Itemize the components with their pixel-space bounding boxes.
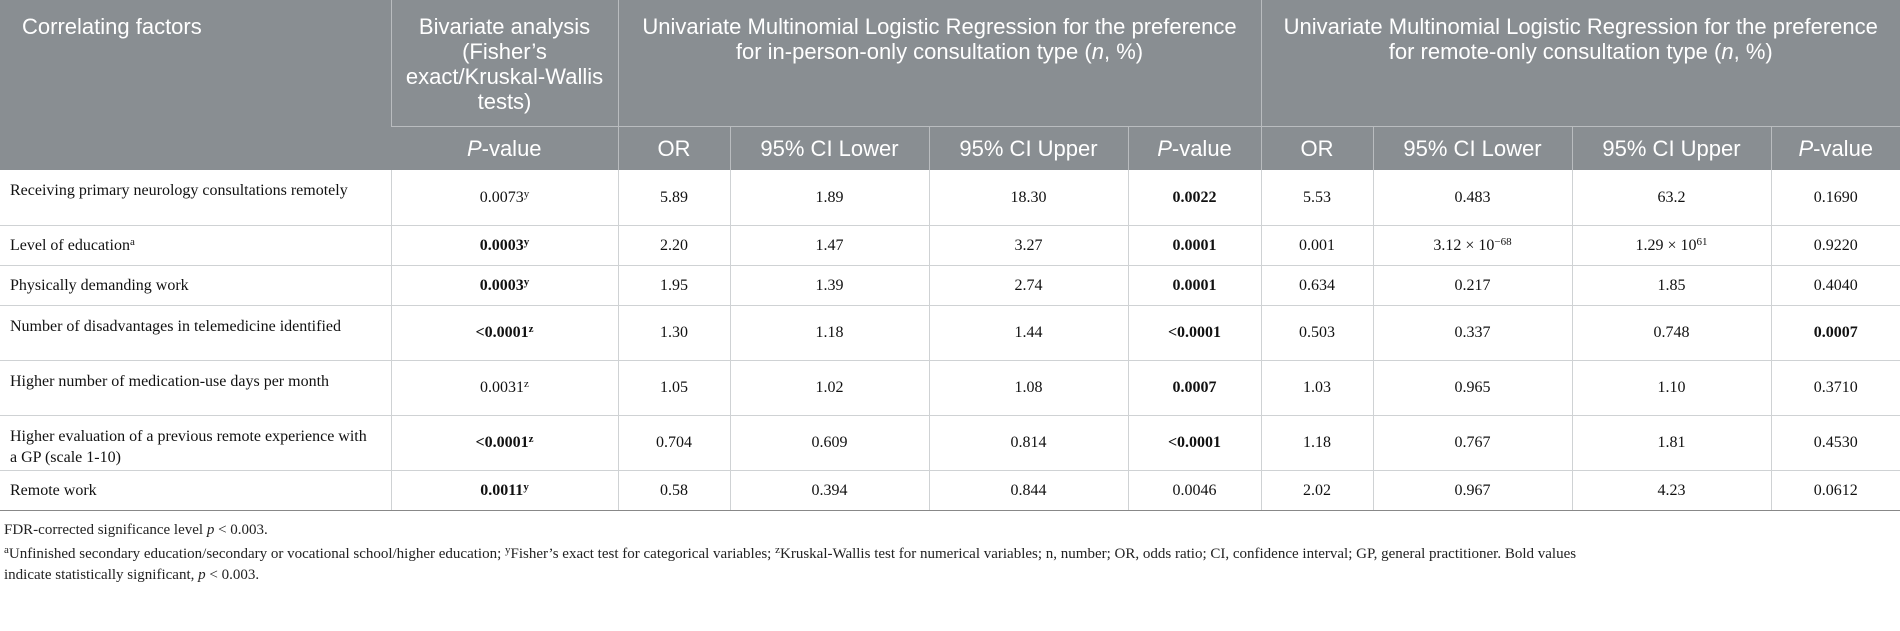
or-cell: 1.95	[617, 265, 730, 306]
or-cell: 1.30	[617, 305, 730, 361]
table-row: Number of disadvantages in telemedicine …	[0, 305, 1900, 361]
or-cell: 0.704	[617, 415, 730, 471]
subheader-or-1: OR	[617, 125, 730, 170]
p-value-cell: 0.0046	[1127, 470, 1261, 511]
ci-upper-cell: 0.814	[928, 415, 1128, 471]
table-footnotes: FDR-corrected significance level p < 0.0…	[0, 520, 1900, 586]
bivariate-p-cell: <0.0001z	[390, 415, 618, 471]
subheader-ci-upper-1: 95% CI Upper	[928, 125, 1128, 170]
ci-lower-cell: 1.02	[729, 360, 929, 416]
or-cell: 0.634	[1260, 265, 1373, 306]
bivariate-p-cell: 0.0003y	[390, 225, 618, 266]
ci-upper-cell: 18.30	[928, 170, 1128, 226]
ci-upper-cell: 2.74	[928, 265, 1128, 306]
factor-cell: Physically demanding work	[0, 265, 391, 306]
p-value-cell: 0.0001	[1127, 265, 1261, 306]
p-value-cell: 0.4040	[1770, 265, 1900, 306]
p-value-cell: 0.0612	[1770, 470, 1900, 511]
subheader-ci-lower-2: 95% CI Lower	[1372, 125, 1572, 170]
p-value-cell: 0.0007	[1770, 305, 1900, 361]
factor-cell: Number of disadvantages in telemedicine …	[0, 305, 391, 361]
table-row: Remote work 0.0011y 0.58 0.394 0.844 0.0…	[0, 470, 1900, 511]
bivariate-p-cell: 0.0011y	[390, 470, 618, 511]
or-cell: 0.58	[617, 470, 730, 511]
subheader-p-value-1: P-value	[1127, 125, 1261, 170]
ci-upper-cell: 1.44	[928, 305, 1128, 361]
factor-cell: Level of educationa	[0, 225, 391, 266]
header-remote-regression: Univariate Multinomial Logistic Regressi…	[1260, 0, 1900, 126]
bivariate-p-cell: 0.0031z	[390, 360, 618, 416]
or-cell: 1.18	[1260, 415, 1373, 471]
ci-upper-cell: 3.27	[928, 225, 1128, 266]
p-value-cell: <0.0001	[1127, 415, 1261, 471]
p-value-cell: 0.0022	[1127, 170, 1261, 226]
table-row: Level of educationa 0.0003y 2.20 1.47 3.…	[0, 225, 1900, 266]
ci-upper-cell: 1.81	[1571, 415, 1771, 471]
ci-lower-cell: 0.483	[1372, 170, 1572, 226]
p-value-cell: <0.0001	[1127, 305, 1261, 361]
ci-lower-cell: 0.217	[1372, 265, 1572, 306]
subheader-or-2: OR	[1260, 125, 1373, 170]
or-cell: 2.02	[1260, 470, 1373, 511]
table-row: Physically demanding work 0.0003y 1.95 1…	[0, 265, 1900, 306]
ci-lower-cell: 0.767	[1372, 415, 1572, 471]
ci-lower-cell: 0.609	[729, 415, 929, 471]
factor-cell: Higher evaluation of a previous remote e…	[0, 415, 391, 471]
ci-upper-cell: 1.10	[1571, 360, 1771, 416]
bivariate-p-cell: 0.0073y	[390, 170, 618, 226]
or-cell: 5.89	[617, 170, 730, 226]
or-cell: 0.001	[1260, 225, 1373, 266]
ci-lower-cell: 3.12 × 10−68	[1372, 225, 1572, 266]
header-in-person-regression: Univariate Multinomial Logistic Regressi…	[617, 0, 1261, 126]
ci-upper-cell: 0.844	[928, 470, 1128, 511]
subheader-p-value-2: P-value	[1770, 125, 1900, 170]
factor-cell: Higher number of medication-use days per…	[0, 360, 391, 416]
subheader-ci-upper-2: 95% CI Upper	[1571, 125, 1771, 170]
table-row: Higher number of medication-use days per…	[0, 360, 1900, 416]
ci-lower-cell: 1.89	[729, 170, 929, 226]
p-value-cell: 0.0007	[1127, 360, 1261, 416]
footnote-bold-values: indicate statistically significant, p < …	[4, 566, 260, 583]
results-table: Correlating factors Bivariate analysis (…	[0, 0, 1900, 511]
ci-upper-cell: 0.748	[1571, 305, 1771, 361]
ci-upper-cell: 1.29 × 1061	[1571, 225, 1771, 266]
header-bivariate-analysis: Bivariate analysis (Fisher’s exact/Krusk…	[390, 0, 618, 126]
or-cell: 0.503	[1260, 305, 1373, 361]
ci-lower-cell: 0.337	[1372, 305, 1572, 361]
ci-lower-cell: 0.394	[729, 470, 929, 511]
table-row: Higher evaluation of a previous remote e…	[0, 415, 1900, 471]
subheader-bivariate-p-value: P-value	[391, 125, 618, 170]
or-cell: 1.03	[1260, 360, 1373, 416]
p-value-cell: 0.3710	[1770, 360, 1900, 416]
bivariate-p-cell: <0.0001z	[390, 305, 618, 361]
footnote-abbreviations: aUnfinished secondary education/secondar…	[4, 543, 1577, 562]
footnote-significance: FDR-corrected significance level p < 0.0…	[4, 521, 268, 538]
ci-lower-cell: 1.18	[729, 305, 929, 361]
p-value-cell: 0.0001	[1127, 225, 1261, 266]
subheader-ci-lower-1: 95% CI Lower	[729, 125, 929, 170]
p-value-cell: 0.4530	[1770, 415, 1900, 471]
ci-upper-cell: 63.2	[1571, 170, 1771, 226]
bivariate-p-cell: 0.0003y	[390, 265, 618, 306]
ci-upper-cell: 1.08	[928, 360, 1128, 416]
table-row: Receiving primary neurology consultation…	[0, 170, 1900, 226]
factor-cell: Receiving primary neurology consultation…	[0, 170, 391, 226]
factor-cell: Remote work	[0, 470, 391, 511]
ci-upper-cell: 4.23	[1571, 470, 1771, 511]
p-value-cell: 0.9220	[1770, 225, 1900, 266]
or-cell: 1.05	[617, 360, 730, 416]
or-cell: 5.53	[1260, 170, 1373, 226]
ci-lower-cell: 0.965	[1372, 360, 1572, 416]
p-value-cell: 0.1690	[1770, 170, 1900, 226]
ci-lower-cell: 1.47	[729, 225, 929, 266]
header-correlating-factors: Correlating factors	[0, 0, 391, 170]
ci-lower-cell: 0.967	[1372, 470, 1572, 511]
ci-upper-cell: 1.85	[1571, 265, 1771, 306]
ci-lower-cell: 1.39	[729, 265, 929, 306]
or-cell: 2.20	[617, 225, 730, 266]
